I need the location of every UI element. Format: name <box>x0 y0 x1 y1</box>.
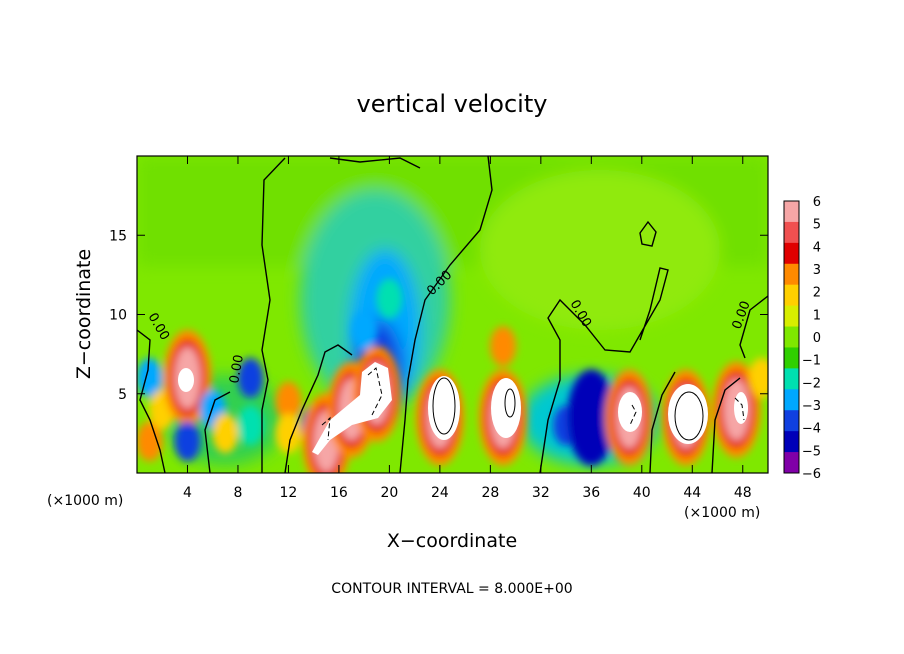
y-tick-label: 15 <box>109 228 127 244</box>
colorbar-swatch <box>784 389 799 411</box>
core-contour-dashed <box>734 397 745 421</box>
colorbar-swatch <box>784 347 799 369</box>
x-tick-label: 4 <box>183 485 192 501</box>
field-cell <box>237 357 264 398</box>
colorbar-label: 5 <box>813 218 821 233</box>
colorbar-label: 6 <box>813 195 821 210</box>
x-tick-label: 48 <box>734 485 752 501</box>
zero-contour <box>639 220 657 247</box>
x-tick-label: 44 <box>683 485 701 501</box>
colorbar-swatch <box>784 410 799 432</box>
zero-contour <box>739 295 768 359</box>
zero-contour <box>649 371 676 473</box>
y-axis: 5 10 15 <box>109 228 768 403</box>
field-cell <box>376 278 403 319</box>
x-tick-label: 8 <box>233 485 242 501</box>
y-tick-label: 5 <box>118 387 127 403</box>
field-cell <box>567 369 616 466</box>
x-tick-label: 24 <box>431 485 449 501</box>
x-tick-label: 28 <box>481 485 499 501</box>
white-core <box>491 378 521 438</box>
zero-contour <box>137 329 166 473</box>
zero-contour <box>261 157 286 473</box>
x-tick-label: 16 <box>330 485 348 501</box>
x-tick-label: 40 <box>633 485 651 501</box>
core-contour <box>674 391 704 441</box>
x-tick-label: 36 <box>582 485 600 501</box>
colorbar-label: 0 <box>813 331 821 346</box>
colorbar-label: −5 <box>802 444 821 459</box>
zero-contour <box>399 156 493 473</box>
core-contour-dashed <box>367 367 383 416</box>
field-cell <box>275 413 302 454</box>
core-contour <box>504 388 516 418</box>
plot-field: 0.00 0.00 0.00 0.00 0.00 <box>137 156 768 473</box>
colorbar-label: 1 <box>813 308 821 323</box>
zero-contour <box>539 267 669 473</box>
x-axis-label: X−coordinate <box>387 530 517 552</box>
colorbar: 6 5 4 3 2 1 0 −1 −2 −3 −4 −5 −6 <box>783 195 821 482</box>
core-contours <box>321 367 745 441</box>
white-core <box>668 384 708 444</box>
field-cell <box>351 310 378 351</box>
zero-contour <box>329 157 421 169</box>
colorbar-label: −3 <box>802 399 821 414</box>
colorbar-label: −6 <box>802 467 821 482</box>
y-axis-label: Z−coordinate <box>73 249 95 379</box>
colorbar-swatch <box>784 431 799 453</box>
x-tick-label: 32 <box>532 485 550 501</box>
white-core <box>312 362 392 455</box>
zero-contour <box>711 377 741 473</box>
colorbar-label: 4 <box>813 240 821 255</box>
colorbar-swatch <box>784 452 799 474</box>
core-contour-dashed <box>629 404 637 426</box>
colorbar-swatch <box>784 201 799 223</box>
x-tick-label: 20 <box>380 485 398 501</box>
colorbar-swatch <box>784 326 799 348</box>
colorbar-swatch <box>784 221 799 244</box>
field-cell <box>275 381 302 422</box>
field-cell <box>174 421 201 462</box>
white-core <box>618 392 642 432</box>
x-unit-label-right: (×1000 m) <box>684 505 760 521</box>
white-core <box>734 392 748 424</box>
field-cell <box>212 413 239 454</box>
field-cell <box>137 421 163 462</box>
zero-contours <box>137 156 768 473</box>
colorbar-swatch <box>784 305 799 328</box>
colorbar-label: −4 <box>802 422 821 437</box>
x-tick-label: 12 <box>280 485 298 501</box>
contour-interval-footer: CONTOUR INTERVAL = 8.000E+00 <box>331 581 572 597</box>
colorbar-swatch <box>784 368 799 390</box>
colorbar-label: −2 <box>802 376 821 391</box>
colorbar-swatch <box>784 242 799 265</box>
core-contour <box>432 377 456 435</box>
field-cell <box>237 405 264 446</box>
right-green-region <box>480 170 720 330</box>
colorbar-label: −1 <box>802 354 821 369</box>
zero-contour <box>284 344 353 473</box>
field-cell <box>748 357 768 398</box>
colorbar-frame <box>783 200 800 474</box>
zero-contour <box>204 391 231 473</box>
colorbar-label: 3 <box>813 263 821 278</box>
white-core <box>178 368 194 392</box>
field-cell <box>489 326 516 367</box>
colorbar-swatch <box>784 263 799 286</box>
core-contour-dashed <box>321 416 331 441</box>
y-tick-label: 10 <box>109 308 127 324</box>
colorbar-label: 2 <box>813 286 821 301</box>
contour-label: 0.00 <box>227 354 247 385</box>
colorbar-swatch <box>784 284 799 307</box>
x-unit-label: (×1000 m) <box>47 493 123 509</box>
x-axis: 4 8 12 16 20 24 28 32 36 40 44 48 <box>183 156 752 501</box>
chart-title: vertical velocity <box>357 90 548 118</box>
